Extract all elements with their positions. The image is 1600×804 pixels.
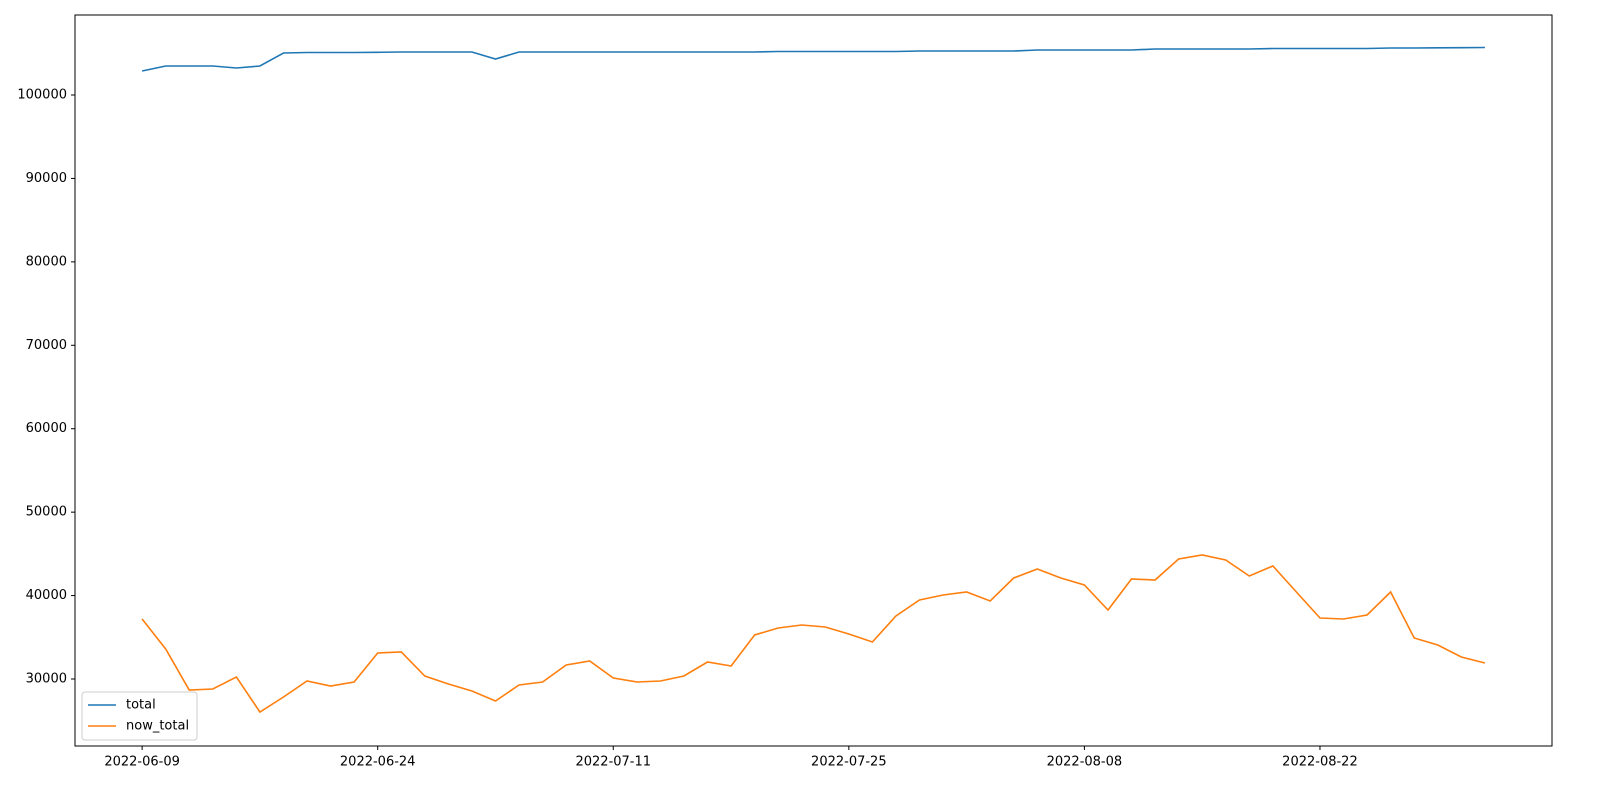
x-tick-label: 2022-08-22 — [1282, 755, 1358, 770]
x-tick-label: 2022-08-08 — [1047, 755, 1123, 770]
x-tick-label: 2022-07-11 — [575, 755, 651, 770]
legend-box — [81, 691, 198, 741]
x-tick-label: 2022-06-24 — [340, 755, 416, 770]
x-tick-label: 2022-07-25 — [811, 755, 887, 770]
legend-label: now_total — [126, 719, 189, 734]
legend-label: total — [126, 698, 156, 713]
plot-frame — [74, 14, 1553, 747]
y-tick-label: 100000 — [17, 88, 67, 103]
series-line — [141, 46, 1485, 72]
y-tick-label: 90000 — [26, 171, 67, 186]
y-tick-label: 60000 — [26, 421, 67, 436]
y-tick-label: 30000 — [26, 672, 67, 687]
series-line — [141, 554, 1486, 714]
y-tick-label: 40000 — [26, 588, 67, 603]
y-tick-label: 70000 — [26, 338, 67, 353]
y-tick-label: 50000 — [26, 505, 67, 520]
y-tick-label: 80000 — [26, 254, 67, 269]
x-tick-label: 2022-06-09 — [104, 755, 180, 770]
